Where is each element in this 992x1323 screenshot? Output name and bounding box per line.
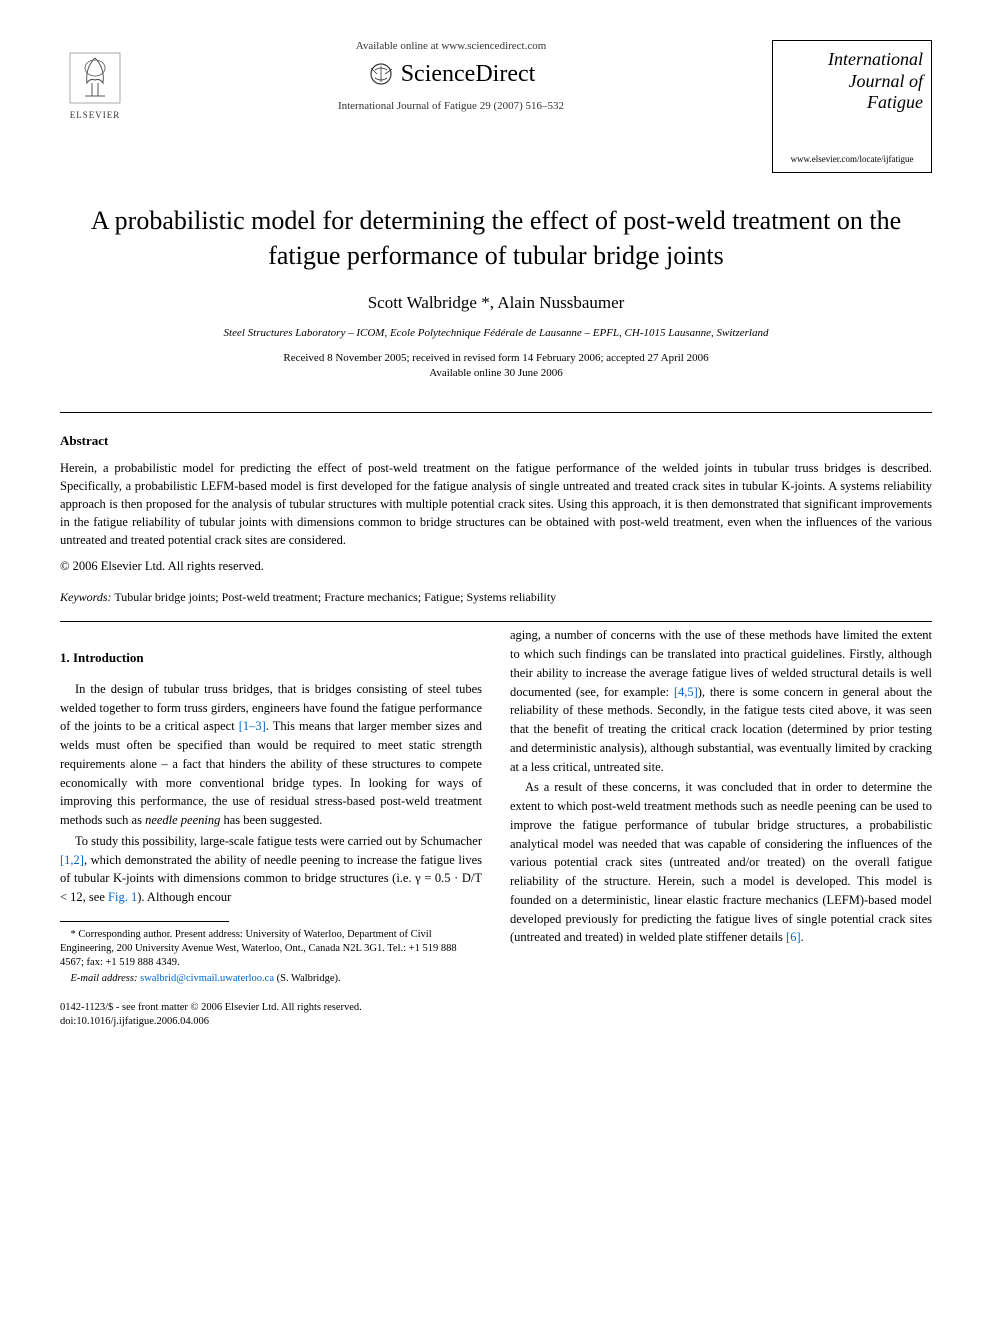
- elsevier-logo: ELSEVIER: [60, 40, 130, 120]
- journal-box: International Journal of Fatigue www.els…: [772, 40, 932, 173]
- body-columns: 1. Introduction In the design of tubular…: [60, 626, 932, 1029]
- intro-p2: To study this possibility, large-scale f…: [60, 832, 482, 907]
- email-address[interactable]: swalbrid@civmail.uwaterloo.ca: [140, 973, 274, 984]
- intro-heading: 1. Introduction: [60, 648, 482, 668]
- journal-title-line1: International: [828, 49, 923, 69]
- abstract-copyright: © 2006 Elsevier Ltd. All rights reserved…: [60, 559, 932, 574]
- citation-text: International Journal of Fatigue 29 (200…: [150, 100, 752, 112]
- sciencedirect-brand: ScienceDirect: [150, 60, 752, 88]
- email-line: E-mail address: swalbrid@civmail.uwaterl…: [60, 972, 482, 986]
- bottom-info: 0142-1123/$ - see front matter © 2006 El…: [60, 1001, 482, 1029]
- rule-bottom: [60, 621, 932, 622]
- dates-received: Received 8 November 2005; received in re…: [283, 352, 708, 364]
- header-row: ELSEVIER Available online at www.science…: [60, 40, 932, 173]
- article-dates: Received 8 November 2005; received in re…: [60, 351, 932, 382]
- needle-peening-italic: needle peening: [145, 813, 220, 827]
- intro-p3: aging, a number of concerns with the use…: [510, 626, 932, 776]
- intro-p1: In the design of tubular truss bridges, …: [60, 680, 482, 830]
- publisher-label: ELSEVIER: [70, 110, 121, 120]
- ref-link-6[interactable]: [6]: [786, 930, 801, 944]
- intro-p4: As a result of these concerns, it was co…: [510, 778, 932, 947]
- authors: Scott Walbridge *, Alain Nussbaumer: [60, 293, 932, 313]
- fig-link-1[interactable]: Fig. 1: [108, 890, 137, 904]
- dates-online: Available online 30 June 2006: [429, 367, 563, 379]
- footnote-block: * Corresponding author. Present address:…: [60, 928, 482, 987]
- available-online-text: Available online at www.sciencedirect.co…: [150, 40, 752, 52]
- journal-title-line3: Fatigue: [867, 92, 923, 112]
- footnote-separator: [60, 921, 229, 922]
- ref-link-1-2[interactable]: [1,2]: [60, 853, 84, 867]
- sciencedirect-text: ScienceDirect: [401, 61, 536, 88]
- affiliation: Steel Structures Laboratory – ICOM, Ecol…: [60, 327, 932, 339]
- elsevier-tree-icon: [65, 48, 125, 108]
- ref-link-1-3[interactable]: [1–3]: [239, 719, 266, 733]
- rule-top: [60, 412, 932, 413]
- center-header: Available online at www.sciencedirect.co…: [130, 40, 772, 112]
- keywords-text: Tubular bridge joints; Post-weld treatme…: [112, 590, 557, 604]
- journal-title: International Journal of Fatigue: [781, 49, 923, 114]
- sciencedirect-icon: [367, 60, 395, 88]
- abstract-text: Herein, a probabilistic model for predic…: [60, 459, 932, 550]
- ref-link-4-5[interactable]: [4,5]: [674, 685, 698, 699]
- journal-title-line2: Journal of: [849, 71, 924, 91]
- article-title: A probabilistic model for determining th…: [60, 203, 932, 273]
- keywords-label: Keywords:: [60, 590, 112, 604]
- doi-line: doi:10.1016/j.ijfatigue.2006.04.006: [60, 1015, 482, 1029]
- issn-line: 0142-1123/$ - see front matter © 2006 El…: [60, 1001, 482, 1015]
- email-label: E-mail address:: [71, 973, 138, 984]
- journal-url: www.elsevier.com/locate/ijfatigue: [781, 154, 923, 164]
- keywords: Keywords: Tubular bridge joints; Post-we…: [60, 590, 932, 605]
- abstract-heading: Abstract: [60, 433, 932, 449]
- corresponding-author: * Corresponding author. Present address:…: [60, 928, 482, 971]
- email-suffix: (S. Walbridge).: [277, 973, 341, 984]
